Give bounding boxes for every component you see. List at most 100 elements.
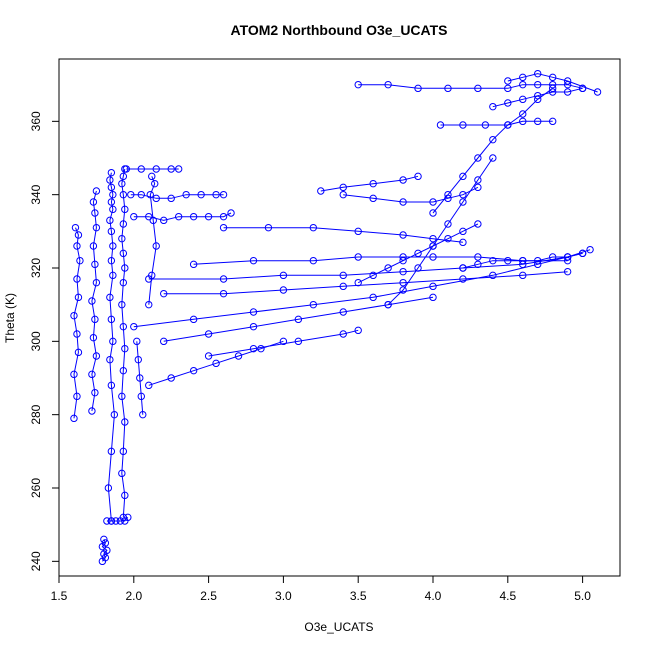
series-line: [163, 271, 568, 295]
data-series: [160, 293, 437, 346]
data-point: [174, 212, 183, 221]
data-point: [459, 172, 467, 181]
data-point: [91, 209, 99, 217]
data-point: [429, 282, 437, 291]
data-point: [399, 286, 407, 294]
data-point: [101, 553, 110, 562]
data-point: [548, 73, 557, 82]
data-point: [103, 517, 111, 525]
data-point: [130, 212, 138, 221]
data-point: [504, 99, 512, 107]
series-line: [91, 190, 97, 412]
data-point: [534, 91, 542, 100]
data-point: [174, 165, 183, 173]
data-point: [152, 242, 160, 250]
data-point: [429, 209, 437, 217]
data-point: [444, 84, 452, 93]
data-point: [107, 168, 116, 177]
data-point: [429, 234, 437, 243]
x-axis-label: O3e_UCATS: [304, 620, 373, 634]
data-point: [578, 249, 587, 258]
data-point: [219, 190, 228, 199]
data-point: [88, 297, 96, 305]
data-point: [354, 278, 362, 287]
data-point: [100, 535, 108, 544]
data-point: [399, 256, 407, 265]
data-point: [167, 194, 175, 203]
data-point: [119, 172, 128, 181]
data-point: [586, 245, 594, 254]
data-point: [294, 337, 303, 346]
data-point: [354, 253, 362, 261]
data-point: [134, 355, 142, 364]
chart-title: ATOM2 Northbound O3e_UCATS: [231, 22, 448, 38]
data-point: [474, 176, 482, 184]
data-point: [110, 410, 119, 419]
data-point: [429, 253, 437, 261]
data-point: [145, 275, 153, 283]
data-point: [234, 352, 243, 360]
data-series: [145, 337, 288, 390]
data-point: [160, 216, 168, 225]
x-tick-label: 4.0: [425, 589, 442, 603]
data-point: [369, 271, 377, 280]
x-axis: 1.5 2.0 2.5 3.0 3.5 4.0 4.5 5.0: [51, 575, 591, 603]
y-axis: 240 260 280 300 320 340 360: [29, 111, 60, 571]
data-point: [137, 190, 145, 199]
data-point: [593, 88, 602, 96]
series-line: [148, 176, 157, 305]
data-point: [459, 275, 467, 283]
series-line: [208, 329, 359, 357]
series-line: [387, 157, 494, 306]
data-point: [74, 293, 83, 302]
data-point: [519, 95, 527, 104]
data-point: [474, 154, 482, 162]
data-point: [145, 381, 153, 390]
data-point: [474, 84, 482, 93]
data-point: [71, 223, 80, 232]
data-point: [414, 264, 422, 272]
series-line: [358, 84, 583, 89]
data-point: [160, 337, 168, 346]
data-point: [519, 110, 527, 118]
data-point: [474, 183, 482, 192]
series-line: [462, 252, 583, 269]
data-point: [249, 256, 258, 265]
data-point: [130, 322, 138, 331]
series-line: [507, 73, 598, 93]
data-point: [519, 73, 527, 82]
data-point: [73, 330, 81, 338]
series-line: [163, 296, 434, 342]
data-point: [74, 348, 83, 357]
data-layer: [70, 69, 602, 566]
data-point: [137, 165, 145, 173]
data-point: [107, 517, 116, 525]
data-point: [249, 308, 258, 316]
data-point: [504, 256, 512, 265]
data-point: [106, 293, 114, 302]
data-point: [145, 300, 153, 309]
data-point: [309, 300, 318, 309]
data-point: [339, 330, 347, 338]
data-series: [354, 80, 587, 93]
series-line: [432, 87, 553, 214]
data-point: [279, 286, 288, 294]
data-point: [73, 275, 81, 283]
data-series: [130, 249, 587, 331]
data-series: [103, 513, 132, 525]
data-point: [151, 179, 159, 188]
y-tick-label: 360: [29, 111, 43, 131]
data-point: [136, 374, 144, 382]
data-point: [189, 366, 198, 375]
data-point: [534, 117, 542, 126]
data-point: [121, 205, 129, 214]
data-point: [459, 198, 467, 206]
data-point: [474, 253, 482, 261]
data-point: [107, 227, 116, 236]
series-line: [130, 194, 224, 199]
y-tick-label: 300: [29, 331, 43, 351]
data-point: [89, 198, 98, 206]
data-point: [369, 194, 377, 203]
data-point: [317, 187, 325, 195]
data-point: [249, 322, 258, 331]
